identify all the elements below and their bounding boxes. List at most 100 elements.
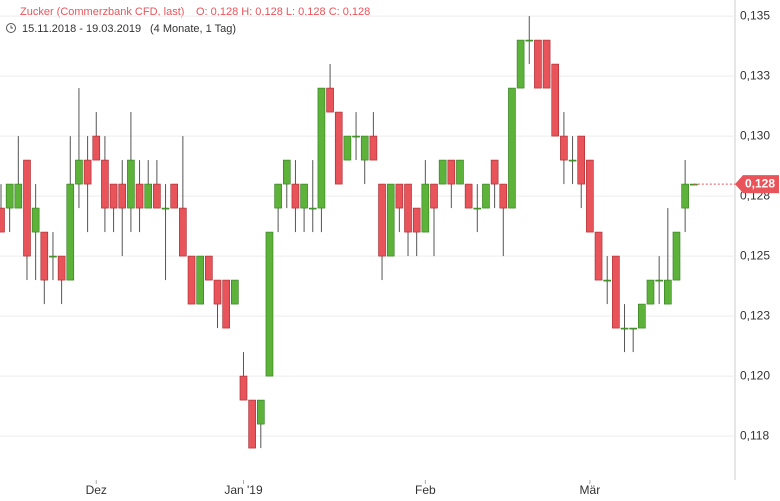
- candle-body: [14, 183, 23, 209]
- candle-body: [577, 135, 586, 185]
- candle-body: [308, 207, 317, 210]
- candle-body: [31, 207, 40, 233]
- date-range: 15.11.2018 - 19.03.2019: [22, 23, 141, 35]
- candle-body: [386, 183, 395, 257]
- x-tick-label: Jan '19: [224, 483, 263, 497]
- candle-body: [681, 183, 689, 209]
- candle-body: [248, 399, 256, 449]
- candle-body: [334, 111, 343, 185]
- candle-body: [664, 279, 672, 305]
- candle-body: [222, 279, 230, 329]
- candle-body: [274, 183, 282, 209]
- candle-body: [213, 279, 222, 305]
- candle-body: [551, 63, 560, 137]
- candle-body: [231, 279, 239, 305]
- candle-body: [300, 183, 308, 209]
- candle-body: [239, 375, 248, 401]
- candle-body: [490, 159, 499, 185]
- candle-body: [326, 87, 334, 113]
- candle-body: [101, 159, 109, 209]
- y-tick-label: 0,120: [740, 368, 770, 382]
- candle-body: [620, 327, 629, 330]
- candle-body: [499, 183, 508, 209]
- ohlc-values: O: 0,128 H: 0,128 L: 0,128 C: 0,128: [196, 6, 370, 18]
- candle-body: [127, 159, 135, 209]
- candle-body: [265, 231, 274, 377]
- candle-body: [542, 39, 551, 89]
- clock-icon: [6, 23, 16, 33]
- candle-body: [170, 183, 178, 209]
- y-tick-label: 0,118: [740, 428, 769, 442]
- x-tick-label: Mär: [580, 483, 601, 497]
- candle-body: [118, 183, 127, 209]
- candle-body: [75, 159, 83, 185]
- candle-body: [23, 159, 31, 257]
- x-tick-label: Feb: [415, 483, 436, 497]
- candle-body: [135, 183, 144, 209]
- candle-body: [196, 255, 204, 305]
- candle-body: [57, 255, 66, 281]
- candle-body: [456, 159, 464, 185]
- candle-body: [421, 183, 430, 233]
- candle-body: [482, 183, 490, 209]
- candle-body: [153, 183, 161, 209]
- candle-body: [282, 159, 291, 185]
- candle-body: [161, 207, 170, 210]
- candle-body: [5, 183, 14, 209]
- candle-body: [638, 303, 646, 329]
- candle-body: [473, 207, 482, 210]
- candle-body: [525, 39, 534, 42]
- candle-body: [83, 159, 92, 185]
- candle-body: [205, 255, 213, 281]
- candle-body: [352, 135, 360, 138]
- y-tick-label: 0,123: [740, 308, 770, 322]
- candle-body: [612, 255, 620, 329]
- candle-body: [629, 327, 637, 330]
- candle-body: [568, 159, 577, 162]
- candle-body: [655, 279, 663, 282]
- last-price-tag: [735, 175, 779, 194]
- candle-body: [594, 231, 603, 281]
- candle-body: [369, 135, 378, 161]
- candle-body: [534, 39, 542, 89]
- last-price-label: 0,128: [745, 176, 775, 190]
- candle-body: [187, 255, 196, 305]
- candle-body: [438, 159, 447, 185]
- y-tick-label: 0,125: [740, 248, 770, 262]
- y-tick-label: 0,133: [740, 68, 770, 82]
- instrument-name: Zucker (Commerzbank CFD, last): [20, 6, 184, 18]
- candle-body: [256, 399, 265, 425]
- candle-body: [586, 159, 594, 233]
- candle-body: [464, 183, 473, 209]
- candle-body: [560, 135, 568, 161]
- candle-body: [508, 87, 516, 209]
- candle-body: [49, 255, 57, 258]
- candle-body: [603, 279, 612, 282]
- candle-body: [317, 87, 326, 209]
- candle-body: [360, 135, 369, 161]
- candle-body: [672, 231, 681, 281]
- candle-body: [447, 159, 456, 185]
- y-tick-label: 0,130: [740, 128, 770, 142]
- candle-body: [179, 207, 187, 257]
- candle-body: [144, 183, 153, 209]
- candle-body: [395, 183, 404, 209]
- candle-body: [378, 183, 386, 257]
- candle-body: [412, 207, 421, 233]
- clock-hand: [10, 25, 13, 29]
- x-tick-label: Dez: [86, 483, 107, 497]
- candle-body: [646, 279, 655, 305]
- y-tick-label: 0,135: [740, 8, 770, 22]
- candle-body: [109, 183, 118, 209]
- candle-body: [404, 183, 412, 233]
- period: (4 Monate, 1 Tag): [150, 23, 236, 35]
- candle-body: [343, 135, 352, 161]
- candle-body: [430, 183, 438, 209]
- candle-body: [66, 183, 75, 281]
- candle-body: [0, 207, 5, 233]
- candle-body: [40, 231, 49, 281]
- candle-body: [92, 135, 101, 161]
- candle-body: [516, 39, 525, 89]
- candle-body: [291, 183, 300, 209]
